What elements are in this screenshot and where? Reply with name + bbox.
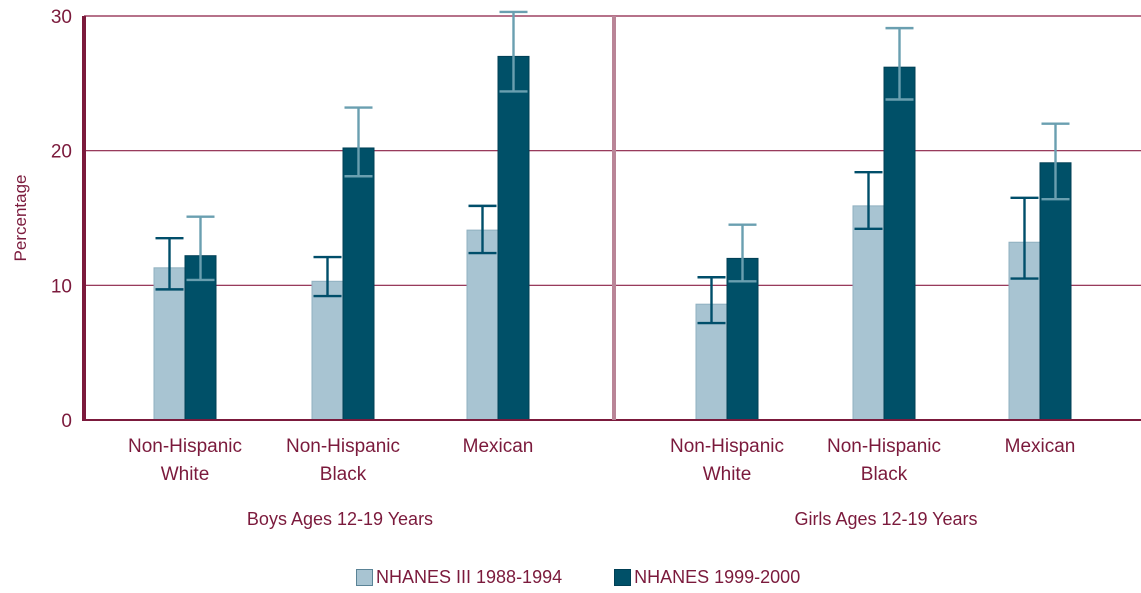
- category-label-1: Non-Hispanic: [128, 436, 242, 457]
- y-axis-label: Percentage: [11, 175, 30, 262]
- category-label-2-line2: Black: [320, 464, 367, 485]
- axes: [82, 16, 1141, 421]
- error-bar-series-2-cat-1: [186, 215, 215, 282]
- legend-label-series-1: NHANES III 1988-1994: [376, 567, 563, 587]
- bar-series-2-cat-4: [726, 257, 759, 421]
- category-labels: Non-Hispanic White Non-Hispanic Black Mexica…: [128, 436, 1075, 485]
- bar-series-1-cat-2: [311, 280, 344, 421]
- error-bar-series-1-cat-6: [1010, 196, 1039, 280]
- error-bar-series-2-cat-5: [885, 26, 914, 101]
- bar-series-1-cat-3: [466, 229, 499, 421]
- category-label-3: Mexican: [463, 436, 534, 457]
- error-bar-series-1-cat-2: [313, 255, 342, 298]
- category-label-5: Non-Hispanic: [827, 436, 941, 457]
- y-tick-0: 0: [61, 411, 72, 432]
- bar-series-1-cat-1: [153, 267, 186, 421]
- error-bar-series-1-cat-5: [854, 171, 883, 230]
- legend-item-series-2: NHANES 1999-2000: [614, 567, 800, 588]
- group-label-1: Boys Ages 12-19 Years: [247, 509, 433, 529]
- y-tick-30: 30: [51, 7, 72, 28]
- category-label-2: Non-Hispanic: [286, 436, 400, 457]
- bar-series-2-cat-6: [1039, 162, 1072, 421]
- y-tick-labels: 0 10 20 30: [51, 7, 72, 432]
- category-label-6: Mexican: [1005, 436, 1076, 457]
- category-label-1-line2: White: [161, 464, 210, 485]
- y-tick-20: 20: [51, 142, 72, 163]
- legend: NHANES III 1988-1994 NHANES 1999-2000: [356, 567, 852, 588]
- error-bar-series-1-cat-3: [468, 204, 497, 255]
- group-label-2: Girls Ages 12-19 Years: [794, 509, 977, 529]
- error-bar-series-2-cat-3: [499, 10, 528, 93]
- error-bar-series-1-cat-4: [697, 276, 726, 325]
- bar-series-2-cat-1: [184, 255, 217, 421]
- category-label-4-line2: White: [703, 464, 752, 485]
- bar-series-1-cat-5: [852, 205, 885, 421]
- bars: [153, 55, 1072, 421]
- legend-label-series-2: NHANES 1999-2000: [634, 567, 801, 587]
- error-bar-series-2-cat-6: [1041, 122, 1070, 201]
- bar-series-2-cat-2: [342, 147, 375, 421]
- legend-item-series-1: NHANES III 1988-1994: [356, 567, 562, 588]
- bar-series-2-cat-5: [883, 66, 916, 421]
- legend-swatch-series-1: [356, 569, 373, 586]
- error-bars: [155, 10, 1070, 325]
- chart: 0 10 20 30 Non-Hispanic White Non-Hispanic Bla…: [11, 7, 1141, 529]
- legend-swatch-series-2: [614, 569, 632, 586]
- category-label-5-line2: Black: [861, 464, 908, 485]
- error-bar-series-2-cat-4: [728, 223, 757, 283]
- y-tick-10: 10: [51, 276, 72, 297]
- error-bar-series-2-cat-2: [344, 106, 373, 178]
- bar-series-2-cat-3: [497, 55, 530, 421]
- error-bar-series-1-cat-1: [155, 236, 184, 291]
- group-labels: Boys Ages 12-19 Years Girls Ages 12-19 Ye…: [247, 509, 978, 529]
- category-label-4: Non-Hispanic: [670, 436, 784, 457]
